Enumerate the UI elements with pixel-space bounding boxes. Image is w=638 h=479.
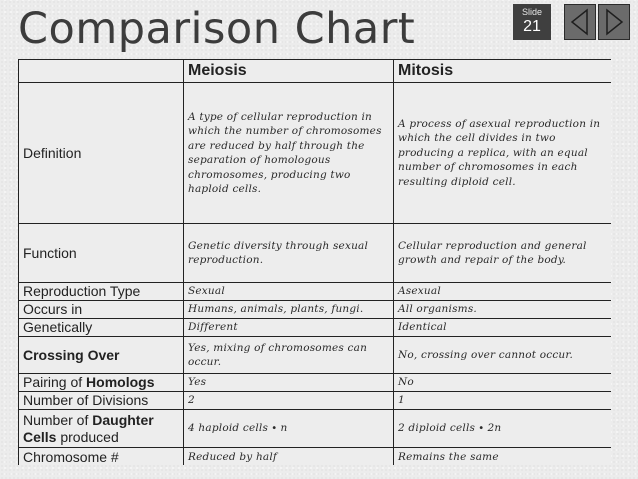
row-feature-text: Pairing of (23, 374, 87, 390)
meiosis-cell: 2 (183, 391, 394, 410)
comparison-table: Meiosis Mitosis Definition A type of cel… (18, 59, 611, 465)
row-feature: Occurs in (18, 300, 184, 319)
slide-label: Slide (521, 7, 542, 17)
row-feature: Chromosome # (18, 447, 184, 465)
table-row: Chromosome # Reduced by half Remains the… (18, 447, 611, 465)
header-feature (18, 59, 184, 83)
mitosis-cell: No, crossing over cannot occur. (393, 336, 611, 374)
header-meiosis: Meiosis (183, 59, 394, 83)
row-feature: Genetically (18, 318, 184, 337)
mitosis-cell: Identical (393, 318, 611, 337)
slide-number: 21 (523, 18, 541, 35)
row-feature: Reproduction Type (18, 282, 184, 301)
table-row: Crossing Over Yes, mixing of chromosomes… (18, 336, 611, 374)
row-feature-bold: Daughter (92, 411, 154, 428)
row-feature-text-2: produced (56, 428, 119, 445)
meiosis-cell: Yes, mixing of chromosomes can occur. (183, 336, 394, 374)
table-header-row: Meiosis Mitosis (18, 59, 611, 83)
comparison-table-container: Meiosis Mitosis Definition A type of cel… (18, 59, 611, 465)
next-slide-button[interactable] (598, 4, 630, 40)
table-row: Function Genetic diversity through sexua… (18, 223, 611, 283)
table-row: Definition A type of cellular reproducti… (18, 82, 611, 224)
meiosis-cell: Genetic diversity through sexual reprodu… (183, 223, 394, 283)
mitosis-cell: All organisms. (393, 300, 611, 319)
table-row: Genetically Different Identical (18, 318, 611, 337)
table-row: Pairing of Homologs Yes No (18, 373, 611, 392)
row-feature: Function (18, 223, 184, 283)
row-feature-text: Number of (23, 411, 93, 428)
table-row: Occurs in Humans, animals, plants, fungi… (18, 300, 611, 319)
triangle-right-icon (606, 8, 624, 36)
row-feature: Definition (18, 82, 184, 224)
mitosis-cell: Cellular reproduction and general growth… (393, 223, 611, 283)
mitosis-cell: A process of asexual reproduction in whi… (393, 82, 611, 224)
row-feature-bold: Crossing Over (23, 346, 120, 363)
row-feature-bold-2: Cells (23, 428, 57, 445)
row-feature: Crossing Over (18, 336, 184, 374)
row-feature: Number of Daughter Cells produced (18, 409, 184, 448)
triangle-left-icon (570, 8, 588, 36)
header-mitosis: Mitosis (393, 59, 611, 83)
mitosis-cell: 2 diploid cells ∙ 2n (393, 409, 611, 448)
table-row: Number of Divisions 2 1 (18, 391, 611, 410)
row-feature-bold: Homologs (86, 374, 155, 390)
mitosis-cell: 1 (393, 391, 611, 410)
row-feature: Pairing of Homologs (18, 373, 184, 392)
meiosis-cell: Humans, animals, plants, fungi. (183, 300, 394, 319)
meiosis-cell: Reduced by half (183, 447, 394, 465)
mitosis-cell: No (393, 373, 611, 392)
meiosis-cell: Sexual (183, 282, 394, 301)
mitosis-cell: Remains the same (393, 447, 611, 465)
meiosis-cell: A type of cellular reproduction in which… (183, 82, 394, 224)
table-row: Reproduction Type Sexual Asexual (18, 282, 611, 301)
meiosis-cell: 4 haploid cells ∙ n (183, 409, 394, 448)
meiosis-cell: Yes (183, 373, 394, 392)
previous-slide-button[interactable] (564, 4, 596, 40)
slide-title: Comparison Chart (18, 4, 416, 54)
table-row: Number of Daughter Cells produced 4 haplo… (18, 409, 611, 448)
meiosis-cell: Different (183, 318, 394, 337)
row-feature: Number of Divisions (18, 391, 184, 410)
mitosis-cell: Asexual (393, 282, 611, 301)
slide-number-badge: Slide 21 (513, 4, 551, 40)
